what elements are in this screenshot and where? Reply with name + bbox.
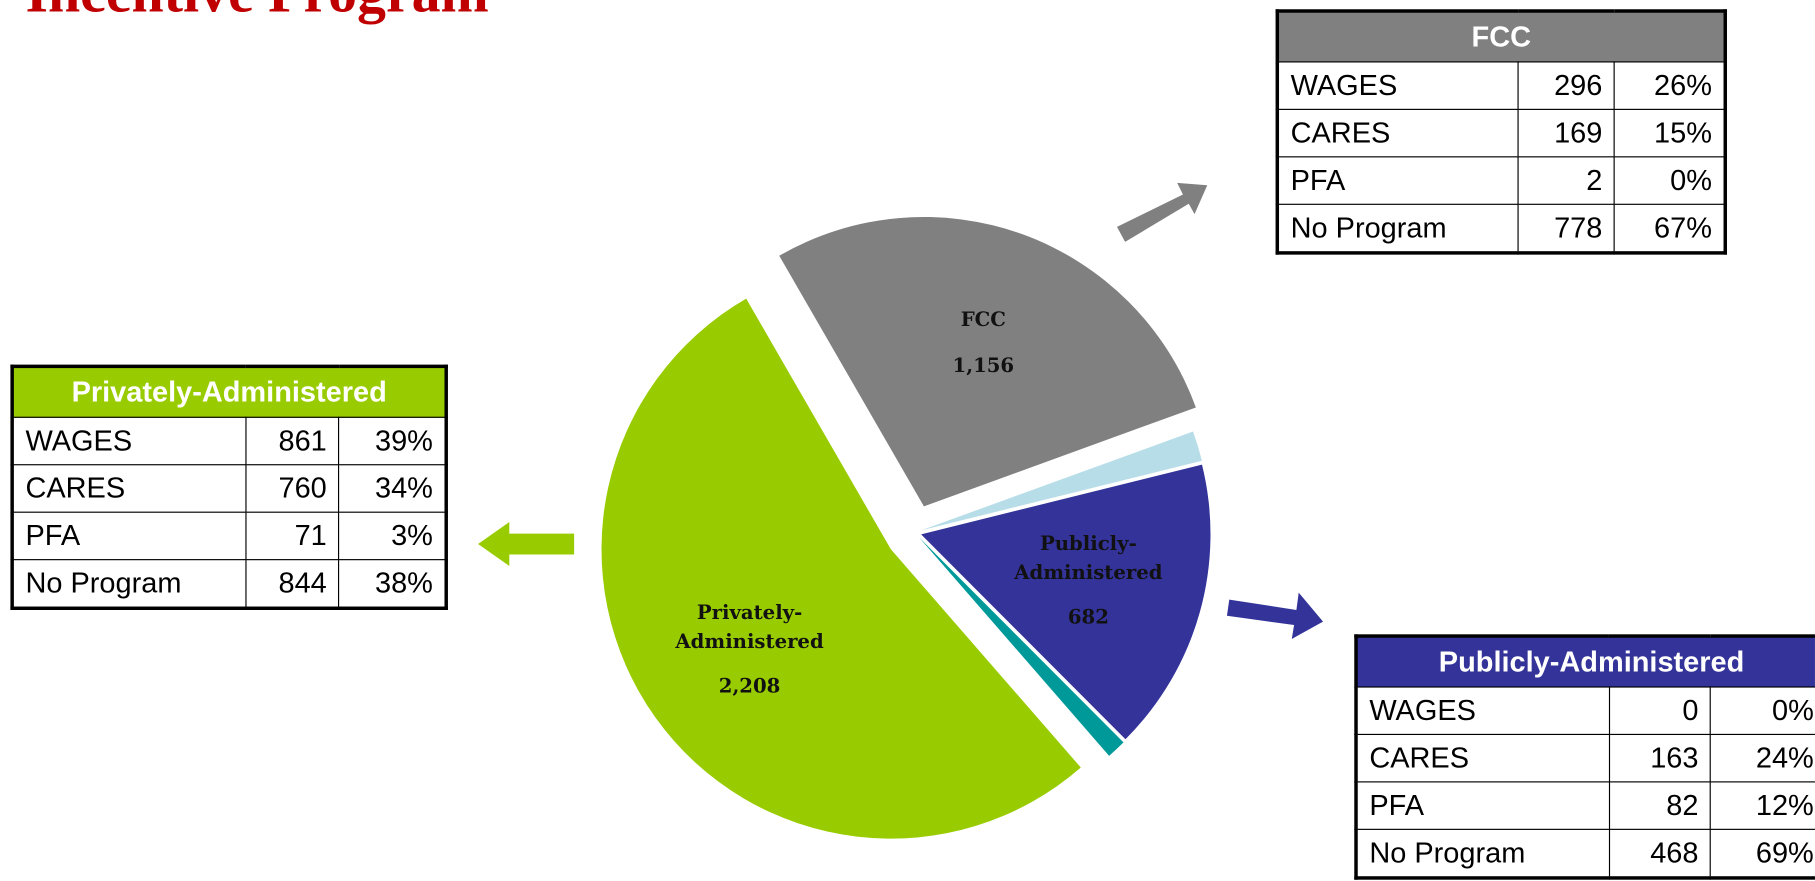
table-cell: 3% [338,511,447,561]
table-row: WAGES 0 0% [1355,686,1815,736]
table-cell: PFA [1355,781,1610,830]
table-cell: WAGES [1276,61,1519,110]
table-cell: 778 [1517,203,1616,254]
arrow-private [478,522,575,567]
pie-slice [779,216,1196,507]
arrow-public [1226,592,1324,639]
header-row: Privately-Administered [11,365,447,418]
table-row: No Program 844 38% [11,559,447,609]
slice-value: 1,156 [953,354,1015,377]
table-row: No Program 778 67% [1276,203,1726,254]
table-title: Publicly-Administered [1355,635,1815,688]
arrow-fcc [1116,182,1208,242]
pie-slice [601,298,1081,839]
table-row: WAGES 296 26% [1276,61,1726,110]
slice-label: Privately-Administered [674,601,824,653]
table-cell: 760 [244,464,340,513]
table-cell: 26% [1613,61,1726,110]
pie-slice [921,464,1211,740]
table-cell: PFA [1276,156,1519,205]
table-cell: CARES [1355,733,1610,783]
pie-slice [921,431,1202,531]
table-cell: 34% [338,464,447,513]
table-cell: 67% [1613,203,1726,254]
table-cell: No Program [11,559,247,609]
table-cell: 0% [1613,156,1726,205]
table-cell: WAGES [11,416,247,466]
table-cell: 468 [1608,828,1712,879]
table-row: WAGES 861 39% [11,416,447,466]
slice-value: 682 [1068,605,1109,628]
table-cell: 2 [1517,156,1616,205]
table-row: CARES 169 15% [1276,108,1726,158]
table-cell: 0 [1608,686,1712,736]
table-cell: No Program [1276,203,1519,254]
table-row: PFA 2 0% [1276,156,1726,205]
table-cell: CARES [11,464,247,513]
table-cell: 12% [1710,781,1815,830]
table-title: FCC [1276,10,1726,63]
slice-value: 2,208 [719,675,781,698]
table-cell: 69% [1710,828,1815,879]
table-row: CARES 163 24% [1355,733,1815,783]
public-table: Publicly-Administered WAGES 0 0% CARES 163 24%… [1354,634,1815,880]
table-row: PFA 82 12% [1355,781,1815,830]
table-cell: 0% [1710,686,1815,736]
table-cell: WAGES [1355,686,1610,736]
slide-title: Incentive Program [25,0,488,25]
table-cell: 38% [338,559,447,609]
table-cell: 71 [244,511,340,561]
private-table: Privately-Administered WAGES 861 39% CARES 76… [10,364,448,611]
table-cell: 163 [1608,733,1712,783]
table-cell: 24% [1710,733,1815,783]
table-cell: No Program [1355,828,1610,879]
table-cell: PFA [11,511,247,561]
table-cell: 844 [244,559,340,609]
table-cell: 82 [1608,781,1712,830]
slice-label: FCC [961,308,1006,331]
table-cell: CARES [1276,108,1519,158]
table-cell: 861 [244,416,340,466]
table-row: PFA 71 3% [11,511,447,561]
header-row: Publicly-Administered [1355,635,1815,688]
table-cell: 296 [1517,61,1616,110]
table-row: CARES 760 34% [11,464,447,513]
table-cell: 169 [1517,108,1616,158]
table-title: Privately-Administered [11,365,447,418]
fcc-table: FCC WAGES 296 26% CARES 169 15% PFA 2 0% No Progra… [1275,9,1727,255]
table-cell: 15% [1613,108,1726,158]
pie-slice [919,537,1124,756]
header-row: FCC [1276,10,1726,63]
slice-label: Publicly-Administered [1013,531,1163,583]
table-cell: 39% [338,416,447,466]
table-row: No Program 468 69% [1355,828,1815,879]
